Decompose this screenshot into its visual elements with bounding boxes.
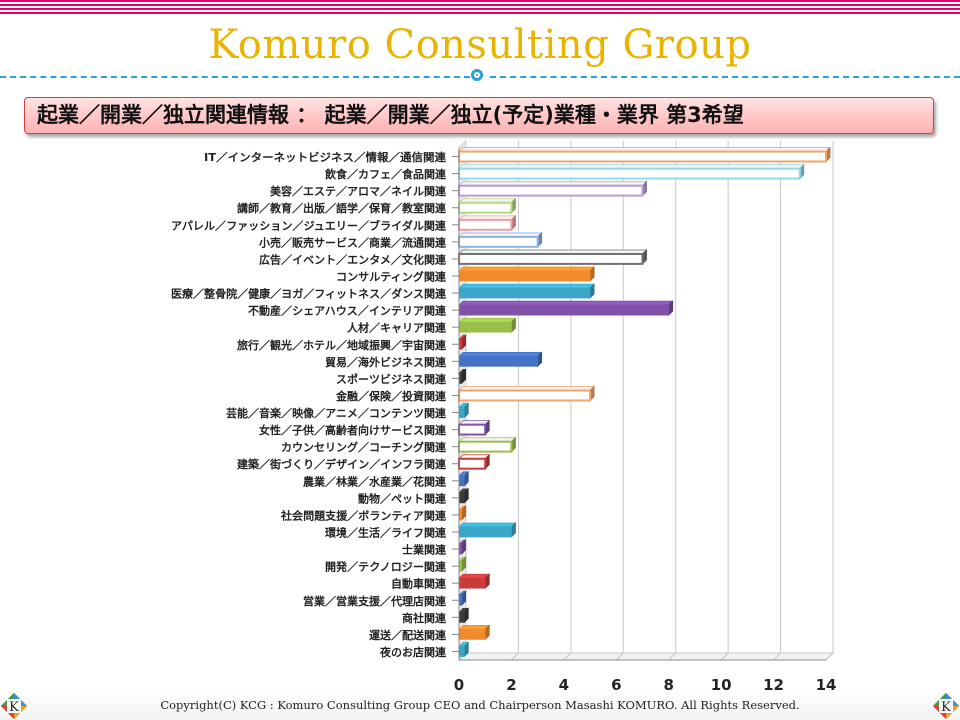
bar-top-face [458, 351, 543, 357]
category-label: 運送／配送関連 [369, 628, 447, 642]
bar [458, 304, 670, 316]
bar [458, 389, 592, 402]
category-label: 動物／ペット関連 [358, 491, 447, 505]
circle-ornament-icon [471, 69, 483, 81]
kcg-logo-icon: K [933, 693, 959, 719]
category-label: 芸能／音楽／映像／アニメ／コンテンツ関連 [226, 406, 447, 420]
x-tick-label: 14 [816, 676, 837, 694]
subtitle-banner: 起業／開業／独立関連情報 ： 起業／開業／独立(予定)業種・業界 第3希望 [24, 97, 934, 134]
category-label: 美容／エステ／アロマ／ネイル関連 [270, 184, 447, 198]
copyright-text: Copyright(C) KCG : Komuro Consulting Gro… [160, 698, 800, 712]
category-label: 貿易／海外ビジネス関連 [325, 355, 447, 369]
bar [458, 167, 801, 180]
category-label: 旅行／観光／ホテル／地域振興／宇宙関連 [237, 338, 447, 352]
bar [458, 235, 539, 248]
category-label: スポーツビジネス関連 [336, 372, 447, 386]
category-label: 営業／営業支援／代理店関連 [303, 594, 447, 608]
category-label: 人材／キャリア関連 [347, 321, 447, 335]
bar [458, 287, 591, 299]
bar [458, 475, 465, 487]
bar [458, 184, 644, 197]
category-label: 夜のお店関連 [379, 645, 447, 659]
divider-right [490, 76, 960, 78]
bar [458, 201, 513, 214]
category-label: カウンセリング／コーチング関連 [281, 440, 447, 454]
bar [458, 321, 512, 333]
bar [458, 355, 539, 367]
bar-top-face [458, 317, 517, 323]
bar [458, 252, 644, 265]
x-tick-label: 8 [663, 676, 673, 694]
category-label: 環境／生活／ライフ関連 [325, 526, 447, 540]
x-tick-label: 0 [454, 676, 464, 694]
x-gridline [668, 141, 677, 661]
bar-top-face [458, 625, 491, 630]
bar [458, 577, 486, 589]
x-gridline [825, 141, 834, 661]
bar [458, 629, 486, 640]
category-label: 広告／イベント／エンタメ／文化関連 [259, 252, 447, 266]
category-label: 士業関連 [402, 543, 447, 557]
category-label: 講師／教育／出版／語学／保育／教室関連 [237, 201, 447, 215]
category-label: 建築／街づくり／デザイン／インフラ関連 [237, 457, 447, 471]
x-gridline [615, 141, 624, 661]
top-stripe [0, 0, 960, 14]
x-gridline [720, 141, 729, 661]
category-label: 飲食／カフェ／食品関連 [324, 167, 447, 181]
bar-top-face [458, 573, 491, 579]
bar [458, 457, 487, 470]
page-title: Komuro Consulting Group [208, 22, 752, 68]
bar-top-face [458, 300, 674, 306]
bar [458, 150, 827, 163]
divider-left [0, 76, 470, 78]
category-label: 開発／テクノロジー関連 [325, 560, 447, 574]
x-tick-label: 4 [559, 676, 569, 694]
x-tick-label: 6 [611, 676, 621, 694]
category-label: 女性／子供／高齢者向けサービス関連 [259, 423, 447, 437]
bar-top-face [458, 522, 517, 528]
category-label: 不動産／シェアハウス／インテリア関連 [248, 304, 447, 318]
logo-right-letter: K [941, 700, 951, 715]
bar [458, 440, 513, 453]
bar [458, 423, 487, 436]
logo-left-letter: K [9, 700, 19, 715]
category-label: IT／インターネットビジネス／情報／通信関連 [204, 150, 447, 164]
bar [458, 218, 513, 231]
bar [458, 407, 465, 418]
bar-top-face [458, 283, 596, 289]
category-label: コンサルティング関連 [336, 270, 447, 284]
bar [458, 611, 465, 623]
bar [458, 526, 512, 538]
x-tick-label: 10 [711, 676, 732, 694]
category-label: 商社関連 [402, 611, 447, 625]
category-label: 小売／販売サービス／商業／流通関連 [258, 235, 447, 249]
bar [458, 270, 591, 282]
category-label: 金融／保険／投資関連 [335, 389, 447, 403]
footer-bar [0, 690, 960, 720]
category-label: 農業／林業／水産業／花関連 [303, 474, 447, 488]
category-label: 自動車関連 [391, 577, 447, 591]
category-label: 社会問題支援／ボランティア関連 [280, 508, 447, 522]
bar [458, 646, 465, 657]
bar [458, 492, 465, 504]
bar-top-face [458, 266, 596, 272]
category-label: 医療／整骨院／健康／ヨガ／フィットネス／ダンス関連 [171, 287, 447, 301]
x-tick-label: 12 [763, 676, 784, 694]
category-label: アパレル／ファッション／ジュエリー／ブライダル関連 [171, 218, 447, 232]
kcg-logo-icon: K [1, 693, 27, 719]
x-tick-label: 2 [506, 676, 516, 694]
x-gridline [773, 141, 782, 661]
